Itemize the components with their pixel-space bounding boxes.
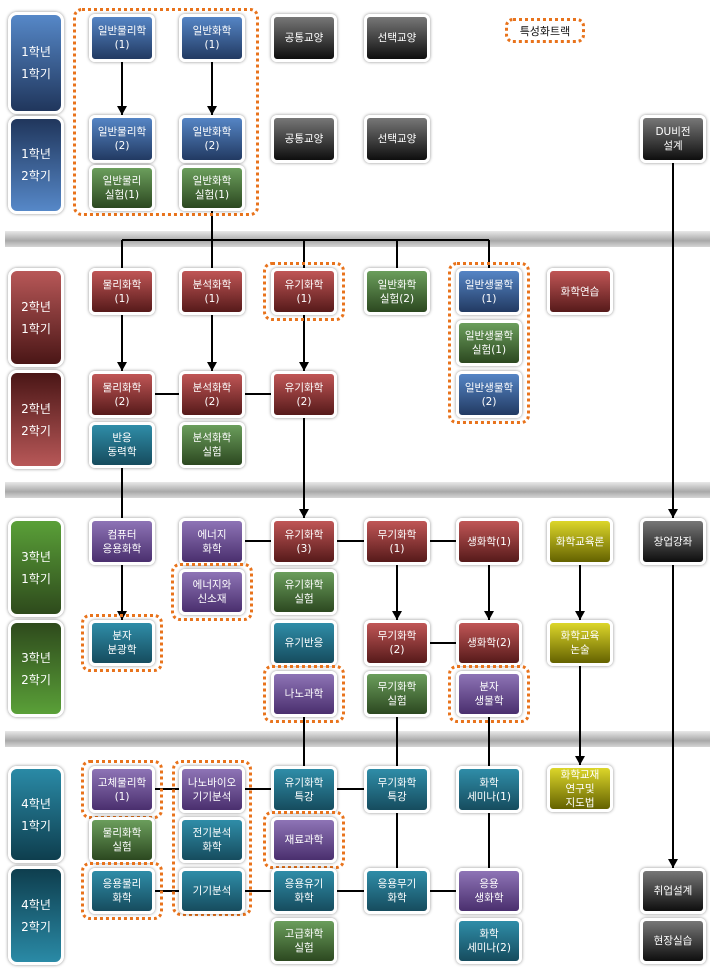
semester-label: 1학년 1학기 (8, 12, 64, 114)
track-legend: 특성화트랙 (505, 18, 585, 43)
course-box[interactable]: 유기반응 (271, 620, 337, 666)
arrowhead-icon (575, 756, 585, 765)
course-box[interactable]: 일반생물학 실험(1) (456, 320, 522, 366)
arrowhead-icon (299, 362, 309, 371)
course-box[interactable]: 선택교양 (364, 115, 430, 163)
course-box[interactable]: 유기화학 특강 (271, 766, 337, 813)
course-box[interactable]: 일반화학 (1) (179, 14, 245, 62)
course-box[interactable]: 응용무기 화학 (364, 868, 430, 914)
course-box[interactable]: 화학연습 (547, 268, 613, 315)
course-box[interactable]: 무기화학 특강 (364, 766, 430, 813)
course-box[interactable]: 전기분석 화학 (179, 817, 245, 863)
course-box[interactable]: 에너지와 신소재 (179, 569, 245, 615)
course-box[interactable]: 에너지 화학 (179, 518, 245, 565)
course-box[interactable]: 화학교육 논술 (547, 620, 613, 666)
course-box[interactable]: 나노바이오 기기분석 (179, 766, 245, 813)
arrowhead-icon (392, 611, 402, 620)
arrowhead-icon (668, 509, 678, 518)
semester-label: 2학년 2학기 (8, 370, 64, 469)
course-box[interactable]: 응용 생화학 (456, 868, 522, 914)
course-box[interactable]: 기기분석 (179, 868, 245, 914)
arrowhead-icon (117, 106, 127, 115)
course-box[interactable]: 화학 세미나(2) (456, 918, 522, 964)
course-box[interactable]: 공통교양 (271, 14, 337, 62)
arrowhead-icon (117, 611, 127, 620)
arrowhead-icon (668, 859, 678, 868)
course-box[interactable]: 일반화학 실험(2) (364, 268, 430, 315)
course-box[interactable]: 취업설계 (640, 868, 706, 914)
semester-label: 4학년 2학기 (8, 866, 64, 965)
course-box[interactable]: 유기화학 (1) (271, 268, 337, 315)
arrowhead-icon (117, 362, 127, 371)
arrowhead-icon (207, 362, 217, 371)
course-box[interactable]: 분자 생물학 (456, 671, 522, 717)
course-box[interactable]: 창업강좌 (640, 518, 706, 565)
course-box[interactable]: 반응 동력학 (89, 422, 155, 468)
course-box[interactable]: 고체물리학 (1) (89, 766, 155, 813)
course-box[interactable]: 유기화학 실험 (271, 569, 337, 615)
course-box[interactable]: 무기화학 (1) (364, 518, 430, 565)
course-box[interactable]: 응용물리 화학 (89, 868, 155, 914)
semester-label: 4학년 1학기 (8, 766, 64, 863)
arrowhead-icon (207, 106, 217, 115)
course-box[interactable]: 나노과학 (271, 671, 337, 717)
course-box[interactable]: 공통교양 (271, 115, 337, 163)
course-box[interactable]: 일반화학 (2) (179, 115, 245, 163)
course-box[interactable]: 화학 세미나(1) (456, 766, 522, 813)
course-box[interactable]: 물리화학 실험 (89, 817, 155, 863)
year-divider (5, 731, 710, 747)
course-box[interactable]: 일반물리 실험(1) (89, 165, 155, 211)
course-box[interactable]: 화학교육론 (547, 518, 613, 565)
course-box[interactable]: 물리화학 (2) (89, 371, 155, 418)
semester-label: 2학년 1학기 (8, 268, 64, 367)
course-box[interactable]: 생화학(1) (456, 518, 522, 565)
course-box[interactable]: 유기화학 (3) (271, 518, 337, 565)
course-box[interactable]: 유기화학 (2) (271, 371, 337, 418)
course-box[interactable]: 분석화학 (2) (179, 371, 245, 418)
course-box[interactable]: 무기화학 실험 (364, 671, 430, 717)
year-divider (5, 482, 710, 498)
semester-label: 3학년 2학기 (8, 620, 64, 717)
course-box[interactable]: 일반화학 실험(1) (179, 165, 245, 211)
course-box[interactable]: 일반생물학 (1) (456, 268, 522, 315)
semester-label: 3학년 1학기 (8, 518, 64, 617)
course-box[interactable]: 분석화학 (1) (179, 268, 245, 315)
course-box[interactable]: 일반물리학 (2) (89, 115, 155, 163)
course-box[interactable]: 일반생물학 (2) (456, 371, 522, 418)
course-box[interactable]: 일반물리학 (1) (89, 14, 155, 62)
course-box[interactable]: 물리화학 (1) (89, 268, 155, 315)
course-box[interactable]: 재료과학 (271, 817, 337, 863)
arrowhead-icon (575, 611, 585, 620)
course-box[interactable]: 무기화학 (2) (364, 620, 430, 666)
course-box[interactable]: 고급화학 실험 (271, 918, 337, 964)
course-box[interactable]: 현장실습 (640, 918, 706, 964)
course-box[interactable]: 화학교재 연구및 지도법 (547, 765, 613, 812)
course-box[interactable]: 컴퓨터 응용화학 (89, 518, 155, 565)
course-box[interactable]: 분석화학 실험 (179, 422, 245, 468)
course-box[interactable]: 생화학(2) (456, 620, 522, 666)
course-box[interactable]: 분자 분광학 (89, 620, 155, 666)
arrowhead-icon (299, 509, 309, 518)
course-box[interactable]: 선택교양 (364, 14, 430, 62)
course-box[interactable]: DU비전 설계 (640, 115, 706, 163)
course-box[interactable]: 응용유기 화학 (271, 868, 337, 914)
arrowhead-icon (484, 611, 494, 620)
semester-label: 1학년 2학기 (8, 116, 64, 214)
